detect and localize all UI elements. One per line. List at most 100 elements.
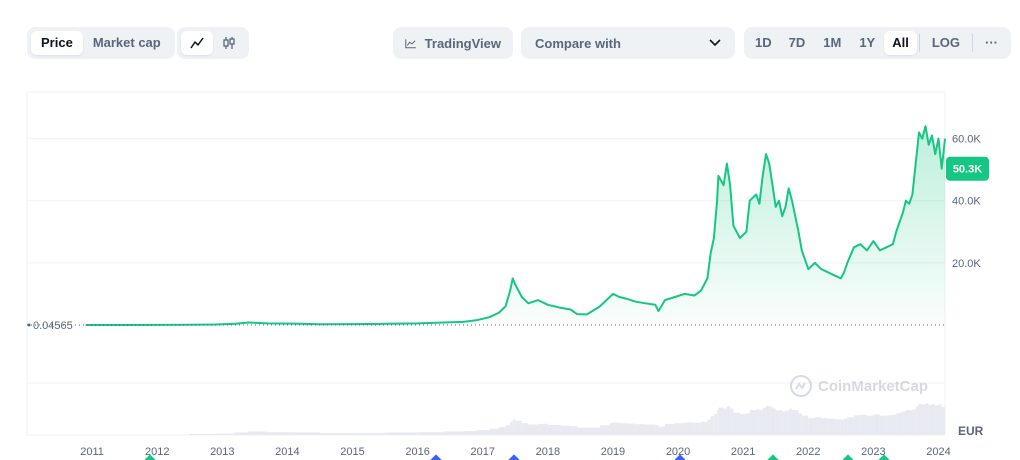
volume-bar (801, 415, 809, 435)
volume-bar (941, 406, 945, 435)
event-marker[interactable] (674, 454, 686, 460)
grid-lines (27, 138, 945, 384)
volume-bar (782, 411, 786, 435)
volume-bar (928, 404, 932, 435)
volume-bar (645, 424, 656, 435)
volume-bar (886, 415, 893, 435)
event-marker[interactable] (878, 454, 890, 460)
volume-bar (905, 410, 910, 435)
compare-with-label: Compare with (535, 35, 621, 51)
price-marketcap-toggle: Price Market cap (27, 27, 175, 59)
x-tick-label: 2019 (601, 446, 625, 458)
volume-bar (694, 422, 701, 435)
compare-with-dropdown[interactable]: Compare with (521, 27, 735, 59)
volume-bar (925, 403, 929, 435)
line-chart-button[interactable] (181, 31, 213, 55)
volume-bar (510, 421, 513, 435)
volume-bar (788, 408, 792, 435)
volume-bar (352, 432, 386, 435)
volume-bar (847, 417, 854, 435)
candlestick-button[interactable] (213, 31, 245, 55)
volume-bar (538, 423, 548, 435)
volume-bar (778, 410, 783, 435)
volume-bars (189, 403, 945, 435)
volume-bar (756, 409, 760, 435)
x-tick-label: 2013 (210, 446, 234, 458)
price-tab[interactable]: Price (31, 31, 83, 55)
volume-bar (765, 405, 770, 435)
log-scale-button[interactable]: LOG (931, 35, 961, 50)
volume-bar (860, 414, 867, 435)
volume-bar (899, 412, 903, 435)
tradingview-button[interactable]: TradingView (393, 27, 513, 59)
volume-bar (635, 424, 646, 435)
chart-type-toggle (177, 27, 249, 59)
range-7d[interactable]: 7D (788, 35, 806, 50)
x-tick-label: 2015 (340, 446, 364, 458)
volume-bar (700, 421, 708, 435)
current-price-bg (946, 156, 989, 181)
volume-bar (499, 427, 506, 435)
volume-bar (528, 424, 539, 435)
volume-bar (909, 410, 913, 435)
volume-bar (710, 416, 714, 435)
market-cap-tab[interactable]: Market cap (92, 35, 161, 50)
volume-bar (463, 431, 477, 435)
volume-bar (570, 426, 578, 435)
event-marker[interactable] (767, 454, 779, 460)
range-1d[interactable]: 1D (755, 35, 772, 50)
volume-bar (215, 433, 236, 435)
volume-bar (726, 406, 731, 435)
range-all[interactable]: All (884, 31, 917, 55)
volume-bar (844, 418, 848, 435)
volume-bar (896, 413, 900, 435)
volume-bar (912, 409, 916, 435)
volume-bar (938, 404, 942, 435)
event-marker[interactable] (144, 454, 156, 460)
volume-bar (489, 428, 500, 435)
event-marker[interactable] (508, 454, 520, 460)
currency-label: EUR (958, 424, 984, 438)
volume-bar (723, 408, 727, 435)
volume-bar (674, 423, 685, 435)
range-1m[interactable]: 1M (823, 35, 842, 50)
volume-bar (599, 425, 610, 435)
volume-bar (512, 419, 516, 435)
volume-bar (658, 426, 666, 435)
volume-bar (772, 408, 776, 435)
price-line (85, 125, 946, 326)
volume-bar (577, 427, 587, 435)
volume-bar (814, 417, 822, 435)
watermark-text: CoinMarketCap (818, 378, 928, 395)
y-axis: 20.0K 40.0K 60.0K (952, 134, 981, 270)
volume-bar (840, 419, 845, 435)
x-tick-label: 2016 (405, 446, 429, 458)
volume-bar (873, 414, 880, 435)
volume-bar (248, 431, 268, 435)
volume-bar (612, 422, 620, 435)
volume-bar (417, 432, 444, 435)
time-range-selector: 1D 7D 1M 1Y All LOG ··· (744, 27, 1012, 59)
watermark: CoinMarketCap (790, 375, 928, 397)
volume-bar (821, 418, 828, 435)
volume-bar (235, 432, 249, 435)
line-chart-icon (190, 37, 204, 49)
volume-bar (798, 413, 802, 435)
event-marker[interactable] (842, 454, 854, 460)
more-options-button[interactable]: ··· (985, 35, 999, 50)
coinmarketcap-logo-mark (795, 382, 806, 390)
trend-chart-icon (405, 38, 416, 48)
volume-bar (717, 410, 719, 435)
volume-bar (505, 425, 511, 435)
volume-bar (718, 407, 724, 435)
volume-bar (293, 432, 320, 435)
range-1y[interactable]: 1Y (859, 35, 876, 50)
x-tick-label: 2022 (796, 446, 820, 458)
chevron-down-icon (709, 39, 721, 47)
x-tick-label: 2024 (926, 446, 950, 458)
x-tick-label: 2011 (80, 446, 104, 458)
range-divider-2 (972, 34, 974, 52)
event-marker[interactable] (430, 454, 442, 460)
volume-bar (922, 404, 926, 435)
y-tick-label: 20.0K (952, 258, 981, 270)
